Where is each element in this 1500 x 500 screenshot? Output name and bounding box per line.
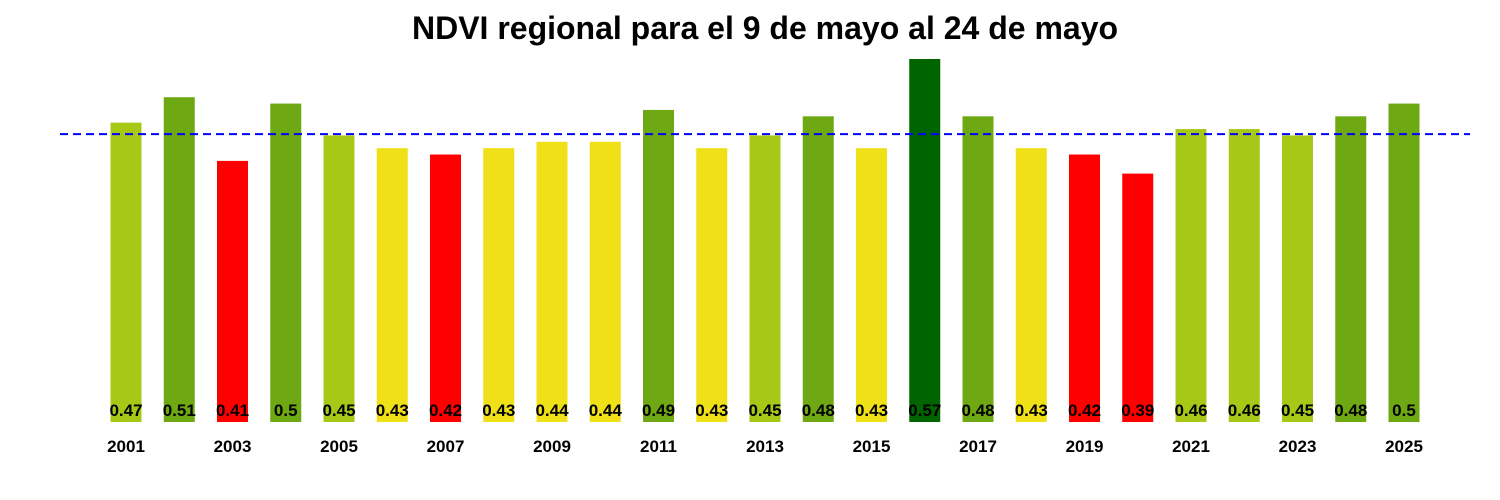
value-label-2012: 0.43 <box>695 401 728 420</box>
bar-2002 <box>163 97 195 423</box>
value-label-2004: 0.5 <box>274 401 298 420</box>
bar-2001 <box>110 122 142 423</box>
bar-2016 <box>909 59 941 422</box>
value-label-2022: 0.46 <box>1228 401 1261 420</box>
value-label-2006: 0.43 <box>376 401 409 420</box>
x-tick-label-2001: 2001 <box>107 437 145 456</box>
value-label-2015: 0.43 <box>855 401 888 420</box>
bar-2012 <box>696 148 728 422</box>
value-label-2024: 0.48 <box>1334 401 1367 420</box>
bar-2021 <box>1175 129 1207 423</box>
bar-2011 <box>643 109 674 422</box>
value-label-2003: 0.41 <box>216 401 249 420</box>
value-label-2011: 0.49 <box>642 401 675 420</box>
x-tick-label-2013: 2013 <box>746 437 784 456</box>
bar-2010 <box>589 141 621 423</box>
value-label-2001: 0.47 <box>109 401 142 420</box>
x-tick-label-2009: 2009 <box>533 437 571 456</box>
bar-2023 <box>1282 135 1313 423</box>
value-label-2025: 0.5 <box>1392 401 1416 420</box>
x-tick-label-2025: 2025 <box>1385 437 1423 456</box>
value-label-2014: 0.48 <box>802 401 835 420</box>
value-label-2019: 0.42 <box>1068 401 1101 420</box>
bar-2024 <box>1335 116 1367 422</box>
bar-2022 <box>1228 129 1260 423</box>
value-label-2013: 0.45 <box>748 401 781 420</box>
x-tick-label-2021: 2021 <box>1172 437 1210 456</box>
bar-2008 <box>483 148 515 422</box>
bar-2013 <box>749 135 781 423</box>
bar-2009 <box>536 141 568 423</box>
bar-2007 <box>430 154 461 422</box>
x-tick-label-2011: 2011 <box>640 437 677 456</box>
bar-2015 <box>856 148 887 422</box>
chart-title: NDVI regional para el 9 de mayo al 24 de… <box>411 10 1119 46</box>
x-tick-labels-layer: 2001 2003 2005 2007 2009 2011 2013 2015 2017 2019… <box>107 437 1423 456</box>
bar-2019 <box>1069 154 1100 422</box>
bar-2014 <box>802 116 834 422</box>
bar-2020 <box>1122 173 1154 422</box>
x-tick-label-2015: 2015 <box>853 437 891 456</box>
x-tick-label-2007: 2007 <box>427 437 465 456</box>
x-tick-label-2017: 2017 <box>959 437 997 456</box>
value-label-2017: 0.48 <box>961 401 994 420</box>
bar-2003 <box>217 160 248 422</box>
x-tick-label-2023: 2023 <box>1279 437 1317 456</box>
value-label-2009: 0.44 <box>535 401 569 420</box>
value-label-2007: 0.42 <box>429 401 462 420</box>
value-label-2005: 0.45 <box>322 401 355 420</box>
value-label-2002: 0.51 <box>163 401 196 420</box>
bar-2018 <box>1015 148 1047 422</box>
value-labels-layer: 0.47 0.51 0.41 0.5 0.45 0.43 0.42 0.43 0.44 0.44 0… <box>109 401 1415 420</box>
x-tick-label-2003: 2003 <box>214 437 252 456</box>
bar-2005 <box>323 135 355 423</box>
bars-layer <box>110 59 1420 423</box>
x-tick-label-2019: 2019 <box>1066 437 1104 456</box>
x-tick-label-2005: 2005 <box>320 437 358 456</box>
value-label-2016: 0.57 <box>908 401 941 420</box>
bar-2017 <box>962 116 994 422</box>
value-label-2010: 0.44 <box>589 401 623 420</box>
bar-2004 <box>270 103 302 422</box>
value-label-2020: 0.39 <box>1121 401 1154 420</box>
bar-2006 <box>376 148 408 422</box>
value-label-2021: 0.46 <box>1174 401 1207 420</box>
value-label-2018: 0.43 <box>1015 401 1048 420</box>
value-label-2008: 0.43 <box>482 401 515 420</box>
value-label-2023: 0.45 <box>1281 401 1314 420</box>
bar-2025 <box>1388 103 1420 422</box>
